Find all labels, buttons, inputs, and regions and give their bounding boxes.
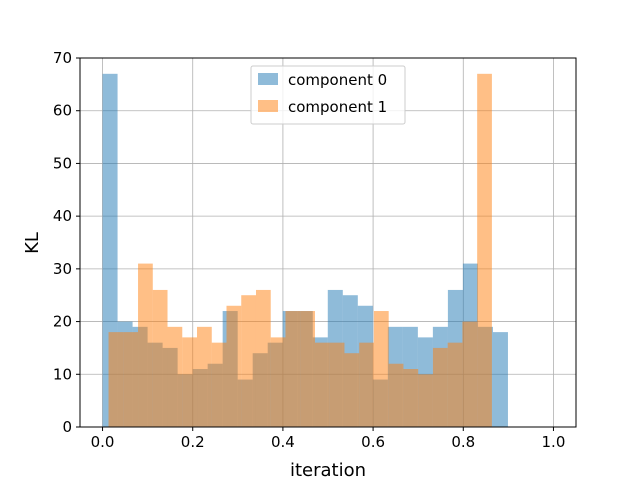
legend-swatch-component-0 bbox=[258, 73, 278, 85]
x-tick-label: 1.0 bbox=[542, 433, 566, 451]
legend: component 0 component 1 bbox=[250, 65, 406, 125]
bar-component-1 bbox=[477, 73, 492, 428]
bar-component-1 bbox=[373, 311, 389, 427]
bar-component-1 bbox=[329, 342, 345, 427]
bar-component-1 bbox=[152, 289, 168, 427]
bar-component-1 bbox=[270, 337, 286, 427]
x-tick-label: 0.2 bbox=[181, 433, 205, 451]
y-tick-label: 70 bbox=[53, 49, 72, 67]
x-axis-title: iteration bbox=[290, 460, 366, 480]
bar-component-1 bbox=[138, 263, 153, 427]
y-tick-label: 10 bbox=[53, 365, 72, 383]
y-tick-label: 50 bbox=[53, 154, 72, 172]
bar-component-0 bbox=[492, 332, 508, 427]
bar-component-1 bbox=[447, 342, 463, 427]
y-axis-ticks: 0 10 20 30 40 50 60 70 bbox=[53, 49, 80, 436]
bar-component-1 bbox=[314, 342, 330, 427]
bar-component-1 bbox=[123, 332, 139, 427]
bar-component-1 bbox=[432, 347, 448, 427]
x-tick-label: 0.0 bbox=[91, 433, 115, 451]
bar-component-1 bbox=[359, 342, 374, 427]
bar-component-1 bbox=[403, 369, 419, 427]
y-axis-title: KL bbox=[22, 232, 43, 254]
x-tick-label: 0.6 bbox=[361, 433, 385, 451]
bar-component-1 bbox=[197, 326, 212, 427]
bar-component-1 bbox=[285, 311, 301, 427]
series-component-1-bars bbox=[108, 73, 492, 428]
bar-component-1 bbox=[418, 374, 433, 427]
bar-component-1 bbox=[108, 332, 124, 427]
y-tick-label: 0 bbox=[62, 418, 72, 436]
bar-component-1 bbox=[462, 321, 478, 427]
x-axis-ticks: 0.0 0.2 0.4 0.6 0.8 1.0 bbox=[91, 427, 566, 451]
x-tick-label: 0.4 bbox=[271, 433, 295, 451]
bar-component-1 bbox=[300, 311, 315, 427]
bar-component-1 bbox=[255, 289, 271, 427]
legend-swatch-component-1 bbox=[258, 100, 278, 112]
x-tick-label: 0.8 bbox=[451, 433, 475, 451]
legend-box bbox=[250, 65, 406, 125]
bar-component-1 bbox=[182, 337, 198, 427]
bar-component-1 bbox=[167, 326, 183, 427]
bar-component-1 bbox=[226, 305, 242, 427]
legend-label-component-0: component 0 bbox=[288, 71, 387, 89]
plot-frame bbox=[79, 57, 577, 428]
bar-component-1 bbox=[344, 353, 360, 427]
y-tick-label: 20 bbox=[53, 313, 72, 331]
y-tick-label: 40 bbox=[53, 207, 72, 225]
legend-label-component-1: component 1 bbox=[288, 98, 387, 116]
bar-component-1 bbox=[388, 363, 404, 427]
y-tick-label: 30 bbox=[53, 260, 72, 278]
y-tick-label: 60 bbox=[53, 102, 72, 120]
bar-component-1 bbox=[211, 342, 227, 427]
bar-component-1 bbox=[241, 295, 256, 427]
